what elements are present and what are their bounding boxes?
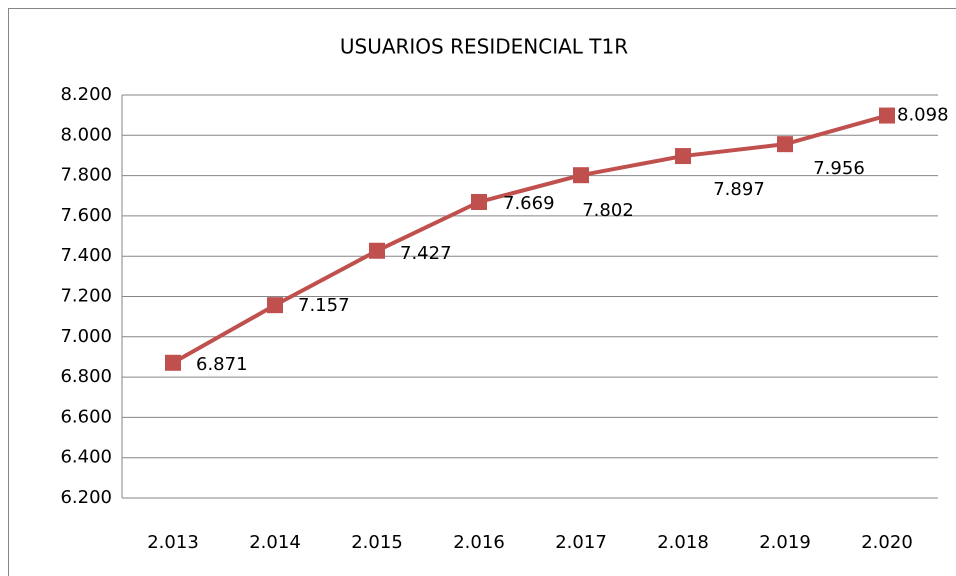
y-tick-label: 8.200 [60, 84, 112, 105]
data-label: 7.802 [582, 200, 634, 221]
data-label: 8.098 [897, 105, 949, 126]
y-tick-label: 8.000 [60, 124, 112, 145]
x-tick-label: 2.019 [759, 532, 811, 553]
x-tick-label: 2.016 [453, 532, 505, 553]
data-label: 7.956 [813, 158, 865, 179]
chart-title: USUARIOS RESIDENCIAL T1R [340, 35, 628, 59]
x-tick-label: 2.014 [249, 532, 301, 553]
y-tick-label: 7.600 [60, 205, 112, 226]
data-label: 7.897 [713, 179, 765, 200]
y-tick-label: 7.200 [60, 286, 112, 307]
marker [777, 136, 793, 153]
data-label: 6.871 [196, 354, 248, 375]
x-tick-label: 2.013 [147, 532, 199, 553]
marker [675, 148, 691, 165]
marker [471, 193, 487, 210]
chart-border [8, 8, 956, 576]
data-label: 7.427 [400, 243, 452, 264]
y-tick-label: 6.600 [60, 406, 112, 427]
y-tick-label: 6.200 [60, 487, 112, 508]
marker [369, 242, 385, 259]
y-tick-label: 7.800 [60, 165, 112, 186]
series-line [172, 113, 888, 365]
x-tick-label: 2.018 [657, 532, 709, 553]
data-label: 7.157 [298, 295, 350, 316]
x-tick-label: 2.015 [351, 532, 403, 553]
x-tick-label: 2.017 [555, 532, 607, 553]
y-tick-label: 6.400 [60, 447, 112, 468]
marker [165, 354, 181, 371]
x-tick-label: 2.020 [861, 532, 913, 553]
data-label: 7.669 [503, 193, 555, 214]
marker [267, 297, 283, 314]
marker [573, 167, 589, 184]
marker [879, 107, 895, 124]
y-tick-label: 6.800 [60, 366, 112, 387]
y-tick-label: 7.000 [60, 326, 112, 347]
y-tick-label: 7.400 [60, 245, 112, 266]
